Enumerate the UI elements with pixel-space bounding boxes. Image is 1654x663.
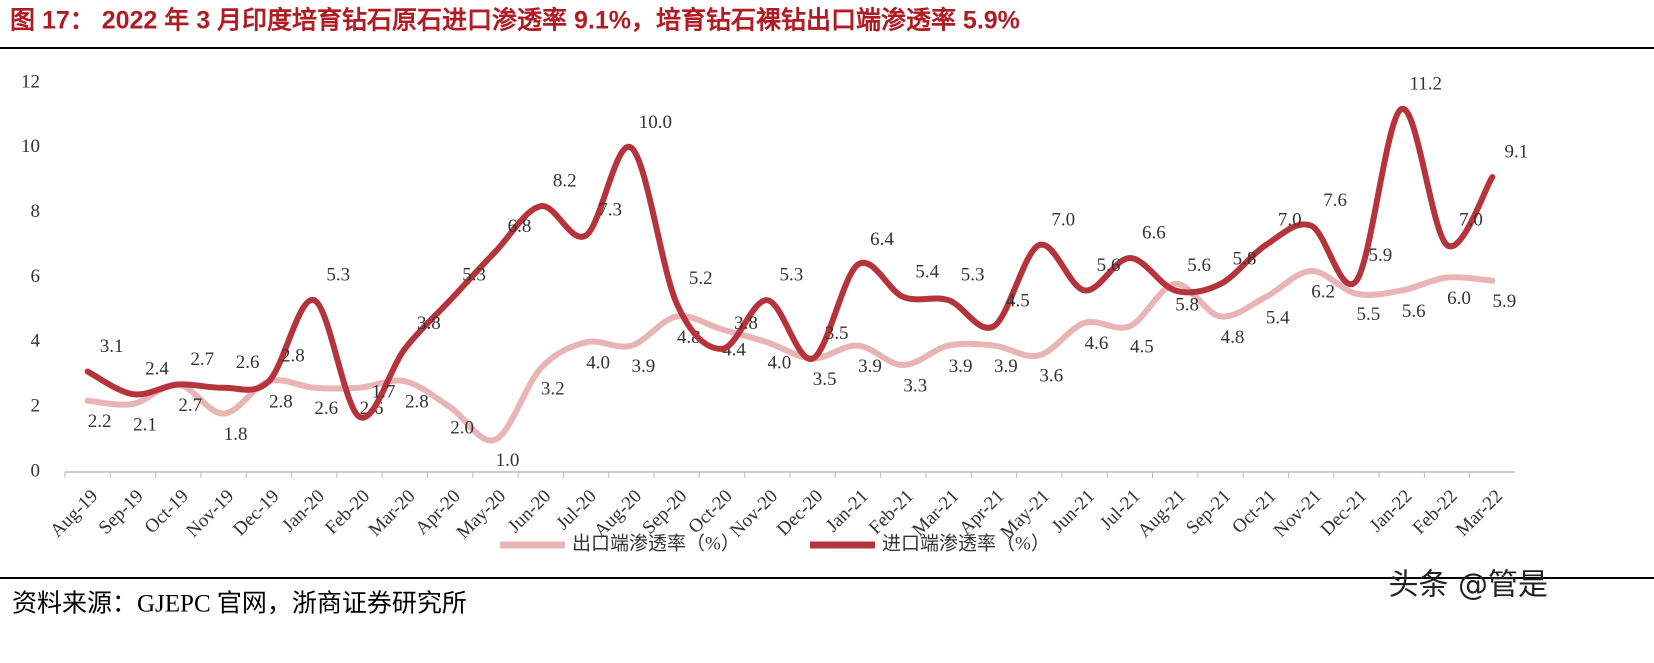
x-tick-label: Feb-20	[321, 486, 374, 539]
x-tick-label: Nov-19	[182, 486, 238, 542]
data-label: 11.2	[1409, 73, 1442, 94]
data-label: 7.0	[1459, 209, 1483, 230]
x-tick-label: Sep-19	[95, 486, 148, 539]
data-label: 2.6	[236, 352, 260, 373]
data-label: 7.3	[598, 200, 622, 221]
data-label: 5.9	[1492, 291, 1516, 312]
data-label: 5.3	[961, 265, 985, 286]
data-label: 3.9	[949, 356, 973, 377]
data-label: 3.3	[903, 375, 927, 396]
legend-label: 进口端渗透率（%）	[882, 532, 1050, 554]
x-tick-label: Jan-20	[278, 486, 329, 537]
data-label: 9.1	[1504, 141, 1528, 162]
data-label: 2.7	[178, 395, 202, 416]
data-label: 2.8	[405, 392, 429, 413]
data-label: 3.1	[100, 336, 124, 357]
data-label: 5.6	[1402, 301, 1426, 322]
data-label: 2.6	[314, 398, 338, 419]
legend-label: 出口端渗透率（%）	[572, 532, 740, 554]
data-label: 1.7	[372, 381, 396, 402]
data-label: 3.8	[417, 313, 441, 334]
x-tick-label: Jun-21	[1048, 486, 1099, 537]
data-label: 6.6	[1142, 222, 1166, 243]
x-tick-label: Feb-22	[1409, 486, 1462, 539]
data-label: 3.5	[825, 323, 849, 344]
x-tick-label: Jan-21	[822, 486, 873, 537]
x-tick-label: Jun-20	[504, 486, 555, 537]
x-tick-label: Aug-21	[1134, 486, 1190, 542]
data-label: 2.7	[190, 349, 214, 370]
data-label: 5.6	[1187, 255, 1211, 276]
x-tick-label: May-20	[453, 486, 510, 543]
source: 资料来源：GJEPC 官网，浙商证券研究所	[12, 590, 467, 618]
chart-title: 图 17： 2022 年 3 月印度培育钻石原石进口渗透率 9.1%，培育钻石裸…	[10, 6, 1020, 35]
data-label: 4.0	[586, 353, 610, 374]
data-label: 2.8	[269, 392, 293, 413]
x-tick-label: Feb-21	[865, 486, 918, 539]
data-label: 10.0	[639, 112, 672, 133]
x-tick-label: Nov-21	[1270, 486, 1326, 542]
data-label: 6.4	[870, 229, 894, 250]
data-label: 5.2	[689, 268, 713, 289]
data-label: 3.5	[813, 369, 837, 390]
data-label: 4.0	[767, 353, 791, 374]
y-tick-label: 2	[31, 396, 41, 417]
data-label: 5.9	[1369, 245, 1393, 266]
x-tick-label: Mar-20	[365, 486, 420, 541]
data-label: 4.8	[1221, 327, 1245, 348]
data-label: 3.8	[734, 313, 758, 334]
data-label: 3.2	[541, 379, 565, 400]
data-label: 5.4	[915, 261, 939, 282]
data-label: 2.0	[450, 418, 474, 439]
data-label: 7.6	[1323, 190, 1347, 211]
x-tick-label: Mar-22	[1452, 486, 1507, 541]
data-label: 3.9	[858, 356, 882, 377]
data-label: 5.4	[1266, 307, 1290, 328]
x-tick-label: Dec-21	[1317, 486, 1371, 540]
data-label: 2.4	[145, 359, 169, 380]
data-label: 1.0	[496, 450, 520, 471]
x-tick-label: Sep-20	[638, 486, 691, 539]
data-label: 5.5	[1357, 304, 1381, 325]
y-tick-label: 12	[21, 71, 40, 92]
watermark: 头条 @管是	[1388, 568, 1548, 603]
data-label: 5.3	[462, 265, 486, 286]
data-label: 5.8	[1233, 248, 1257, 269]
data-label: 6.2	[1311, 281, 1335, 302]
data-label: 2.1	[133, 414, 157, 435]
x-tick-label: Dec-19	[229, 486, 283, 540]
data-label: 6.0	[1447, 288, 1471, 309]
x-tick-label: Aug-19	[46, 486, 102, 542]
data-label: 8.2	[553, 171, 577, 192]
y-tick-label: 0	[31, 460, 41, 481]
data-label: 4.6	[1085, 333, 1109, 354]
y-tick-label: 4	[31, 331, 41, 352]
data-label: 4.5	[1006, 290, 1030, 311]
y-tick-label: 10	[21, 136, 40, 157]
y-tick-label: 6	[31, 266, 41, 287]
data-label: 4.5	[1130, 336, 1154, 357]
y-tick-label: 8	[31, 201, 41, 222]
x-tick-label: Dec-20	[773, 486, 827, 540]
data-label: 7.0	[1051, 209, 1075, 230]
data-label: 5.3	[326, 265, 350, 286]
data-label: 3.9	[632, 356, 656, 377]
data-label: 7.0	[1278, 209, 1302, 230]
data-label: 3.9	[994, 356, 1018, 377]
data-label: 5.6	[1097, 255, 1121, 276]
data-label: 3.6	[1039, 366, 1063, 387]
data-label: 2.8	[281, 346, 305, 367]
x-tick-label: Jan-22	[1366, 486, 1417, 537]
series-line	[84, 106, 1496, 421]
data-label: 5.8	[1175, 294, 1199, 315]
series-line	[84, 268, 1496, 444]
data-label: 2.2	[88, 411, 112, 432]
data-label: 5.3	[779, 265, 803, 286]
x-tick-label: Sep-21	[1182, 486, 1235, 539]
data-label: 1.8	[224, 424, 248, 445]
data-label: 6.8	[508, 216, 532, 237]
